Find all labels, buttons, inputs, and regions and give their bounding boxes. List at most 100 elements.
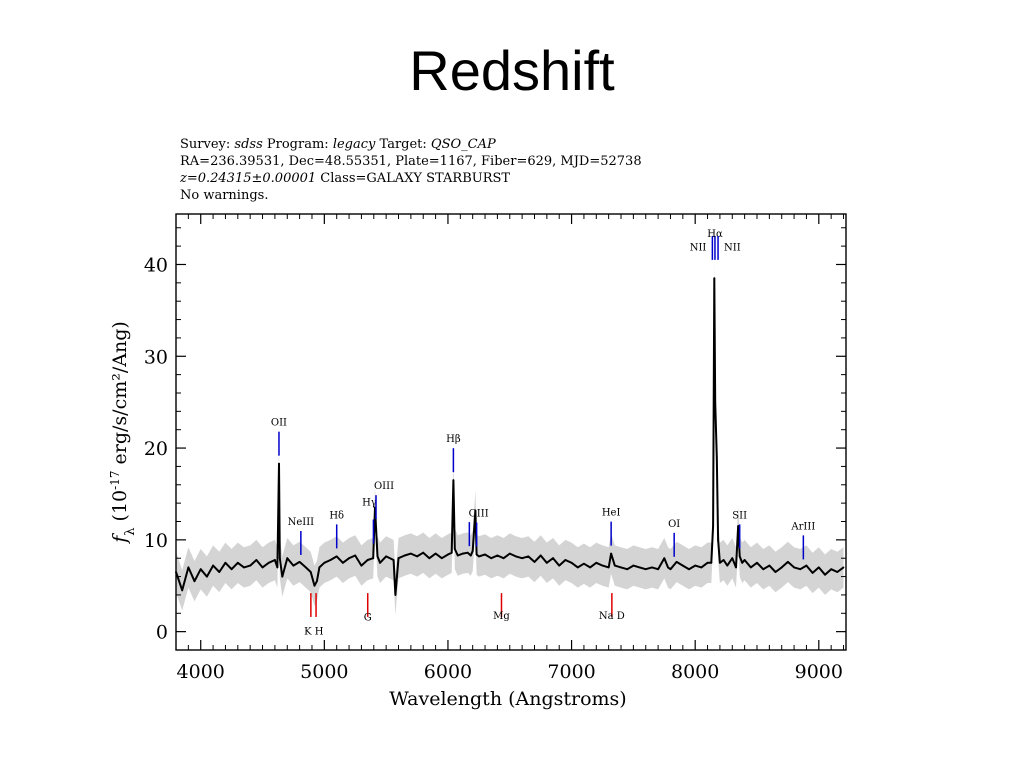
flux-point [335, 555, 338, 558]
flux-point [309, 571, 312, 573]
flux-point [466, 551, 469, 554]
flux-point [552, 557, 554, 560]
flux-point [607, 566, 610, 569]
flux-point [589, 566, 592, 569]
flux-point [496, 554, 499, 557]
flux-point [403, 554, 406, 557]
flux-point [570, 561, 573, 564]
line-marker-label: OIII [374, 481, 394, 492]
flux-point [712, 525, 715, 527]
flux-point [805, 564, 808, 567]
flux-point [749, 566, 752, 569]
survey-value: sdss [234, 137, 263, 152]
flux-point [276, 566, 279, 569]
flux-point [515, 555, 517, 558]
flux-point [329, 559, 332, 561]
line-marker-label: OII [271, 418, 287, 429]
header-line-2: RA=236.39531, Dec=48.55351, Plate=1167, … [180, 154, 642, 169]
header-line-1: Survey: sdss Program: legacy Target: QSO… [180, 136, 642, 153]
flux-point [601, 564, 604, 567]
flux-point [756, 561, 758, 564]
flux-point [392, 559, 395, 561]
flux-point [255, 559, 258, 561]
flux-point [286, 557, 289, 560]
flux-point [799, 568, 802, 571]
flux-point [249, 564, 252, 567]
flux-point [456, 554, 459, 557]
flux-point [836, 571, 839, 573]
flux-point [453, 548, 456, 550]
target-value: QSO_CAP [430, 137, 496, 152]
axes: 4000 5000 6000 7000 8000 9000 0 10 20 30 40 [144, 213, 847, 683]
flux-point [474, 509, 477, 512]
flux-point [475, 553, 478, 556]
flux-point [713, 277, 716, 280]
flux-point [706, 561, 709, 564]
flux-point [722, 559, 725, 561]
flux-point [613, 564, 616, 567]
flux-point [527, 555, 530, 558]
flux-point [193, 580, 196, 583]
survey-label: Survey: [180, 137, 231, 152]
flux-point [341, 561, 344, 564]
flux-point [394, 594, 397, 596]
y-tick-label: 40 [144, 254, 168, 276]
y-tick-label: 30 [144, 346, 168, 368]
flux-point [469, 554, 472, 557]
flux-point [354, 554, 357, 557]
noise-band [176, 258, 844, 616]
flux-point [717, 538, 719, 541]
x-tick-label: 6000 [424, 661, 472, 683]
line-marker-label: HeI [602, 508, 621, 519]
flux-point [360, 564, 363, 567]
flux-point [267, 561, 270, 564]
header-line-4: No warnings. [180, 188, 269, 203]
line-marker-label: Hγ [362, 497, 377, 508]
slide-title: Redshift [409, 39, 615, 102]
flux-point [304, 566, 307, 569]
flux-point [434, 552, 437, 555]
flux-point [669, 568, 672, 571]
line-marker-label: NII [690, 243, 707, 254]
flux-point [224, 561, 227, 564]
flux-point [688, 568, 690, 571]
flux-point [726, 564, 729, 567]
plot-frame [175, 213, 847, 651]
flux-point [780, 566, 783, 569]
x-tick-label: 8000 [671, 661, 719, 683]
line-marker-label: ArIII [790, 521, 815, 532]
flux-point [564, 559, 567, 561]
flux-point [620, 566, 622, 569]
flux-point [452, 479, 455, 482]
flux-point [230, 568, 233, 571]
flux-point [318, 566, 321, 569]
flux-point [768, 564, 771, 567]
flux-point [450, 551, 453, 554]
flux-point [738, 555, 741, 558]
flux-point [236, 561, 239, 564]
flux-point [731, 557, 734, 560]
x-axis-label: Wavelength (Angstroms) [389, 688, 626, 710]
flux-point [700, 566, 703, 569]
flux-point [243, 566, 245, 569]
flux-point [558, 564, 561, 567]
flux-point [737, 525, 740, 527]
header-line-3: z=0.24315±0.00001 Class=GALAXY STARBURST [180, 170, 642, 187]
line-marker-label: Mg [493, 611, 510, 622]
line-marker-label: H [315, 626, 324, 637]
flux-point [292, 564, 295, 567]
flux-point [471, 549, 474, 552]
flux-point [440, 557, 443, 560]
line-marker-label: Na D [599, 611, 625, 622]
flux-point [181, 589, 184, 592]
target-label: Target: [379, 137, 427, 152]
flux-point [422, 551, 425, 554]
flux-point [715, 456, 718, 459]
flux-point [830, 568, 833, 571]
flux-point [372, 557, 375, 560]
spectrum-header: Survey: sdss Program: legacy Target: QSO… [180, 136, 642, 204]
flux-point [348, 557, 350, 560]
y-tick-label: 10 [144, 530, 168, 552]
